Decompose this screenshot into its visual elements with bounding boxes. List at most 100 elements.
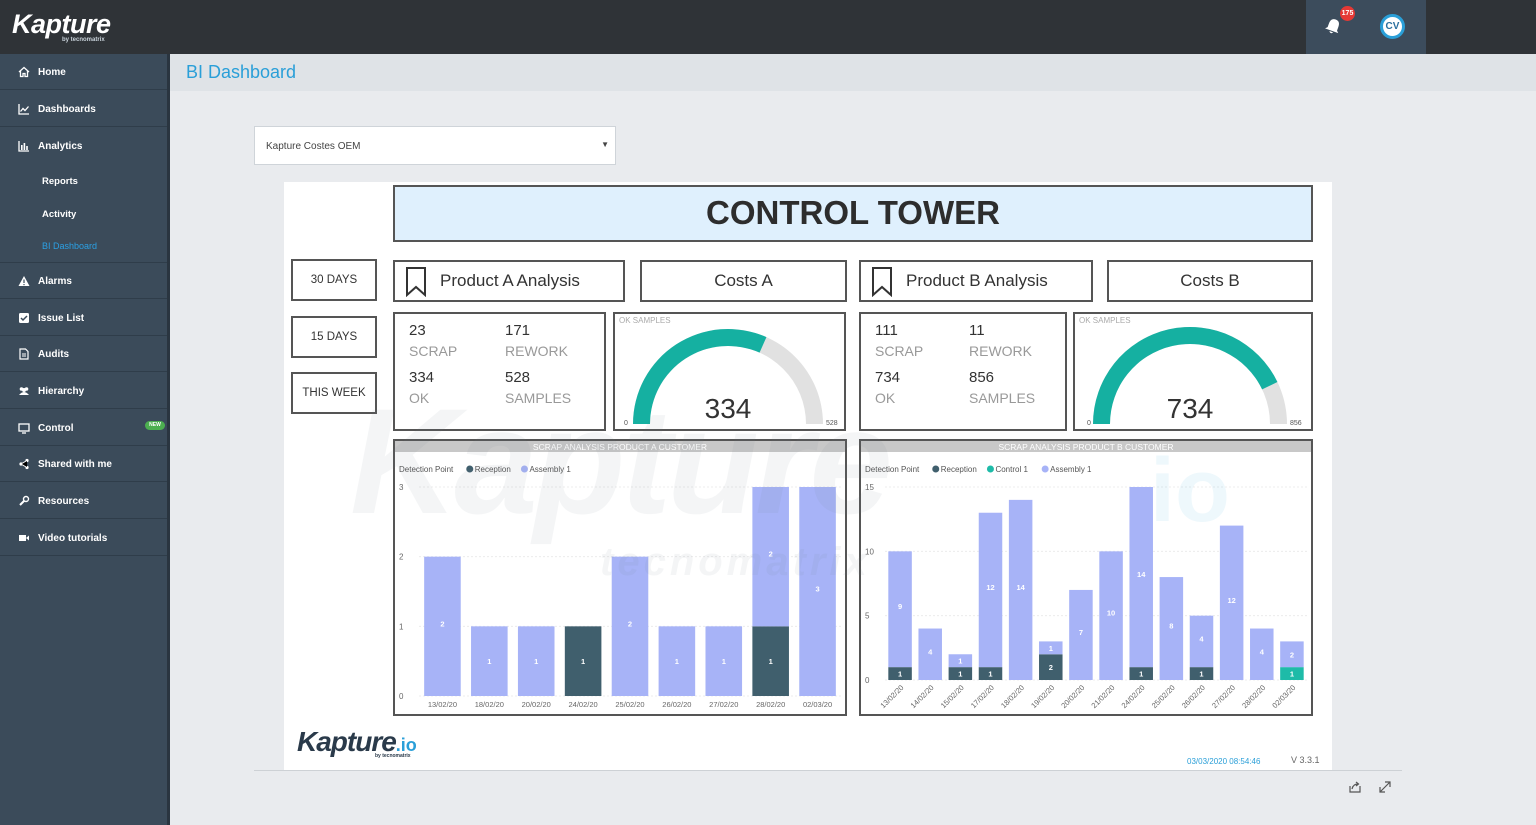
x-tick-label: 19/02/20 bbox=[1029, 683, 1056, 710]
sidebar-item-issue-list[interactable]: Issue List bbox=[0, 300, 167, 336]
data-label: 1 bbox=[769, 657, 773, 666]
x-tick-label: 20/02/20 bbox=[1059, 683, 1086, 710]
sidebar-item-dashboards[interactable]: Dashboards bbox=[0, 91, 167, 127]
data-label: 2 bbox=[440, 619, 444, 628]
product-a-analysis-button[interactable]: Product A Analysis bbox=[393, 260, 625, 302]
data-label: 1 bbox=[988, 670, 992, 679]
sidebar-item-label: Video tutorials bbox=[38, 533, 108, 544]
legend-entry: Control 1 bbox=[995, 465, 1028, 474]
costs-a-button[interactable]: Costs A bbox=[640, 260, 847, 302]
sidebar-item-shared-with-me[interactable]: Shared with me bbox=[0, 446, 167, 482]
share-icon[interactable] bbox=[1348, 780, 1362, 794]
x-tick-label: 21/02/20 bbox=[1089, 683, 1116, 710]
x-tick-label: 20/02/20 bbox=[522, 700, 551, 709]
sidebar-item-video-tutorials[interactable]: Video tutorials bbox=[0, 520, 167, 556]
bar-assembly-1 bbox=[517, 626, 555, 696]
samples-value: 856 bbox=[969, 369, 995, 386]
gauge-value: 734 bbox=[1167, 393, 1214, 424]
x-tick-label: 15/02/20 bbox=[939, 683, 966, 710]
data-label: 2 bbox=[628, 619, 632, 628]
x-tick-label: 24/02/20 bbox=[1120, 683, 1147, 710]
gauge-max: 528 bbox=[826, 420, 838, 427]
filter-this-week-button[interactable]: THIS WEEK bbox=[291, 372, 377, 414]
scrap-chart-b-svg: SCRAP ANALYSIS PRODUCT B CUSTOMER Detecti… bbox=[861, 441, 1311, 710]
bar-reception bbox=[1189, 667, 1214, 680]
app-logo[interactable]: Kapture by tecnomatrix bbox=[12, 9, 111, 43]
data-label: 1 bbox=[898, 670, 902, 679]
sidebar-item-alarms[interactable]: Alarms bbox=[0, 263, 167, 299]
monitor-icon bbox=[18, 423, 30, 434]
filter-15-days-button[interactable]: 15 DAYS bbox=[291, 316, 377, 358]
report-title: CONTROL TOWER bbox=[393, 185, 1313, 242]
y-tick-label: 0 bbox=[399, 692, 404, 701]
sidebar-item-hierarchy[interactable]: Hierarchy bbox=[0, 373, 167, 409]
report-select[interactable]: Kapture Costes OEM ▼ bbox=[254, 126, 616, 165]
x-tick-label: 02/03/20 bbox=[1270, 683, 1297, 710]
bar-assembly-1 bbox=[471, 626, 508, 696]
sidebar-item-home[interactable]: Home bbox=[0, 54, 167, 90]
product-b-analysis-button[interactable]: Product B Analysis bbox=[859, 260, 1093, 302]
bar-control-1 bbox=[1280, 667, 1304, 680]
sidebar-item-analytics[interactable]: Analytics bbox=[0, 128, 167, 263]
bookmark-icon bbox=[872, 267, 892, 297]
product-b-header-label: Product B Analysis bbox=[906, 271, 1048, 290]
data-label: 2 bbox=[1290, 650, 1294, 659]
legend-entry: Assembly 1 bbox=[1050, 465, 1092, 474]
sidebar-item-label: Resources bbox=[38, 496, 90, 507]
ok-label: OK bbox=[875, 390, 896, 406]
user-avatar[interactable]: CV bbox=[1380, 14, 1405, 39]
ok-value: 334 bbox=[409, 369, 435, 386]
sidebar-item-audits[interactable]: Audits bbox=[0, 336, 167, 372]
data-label: 1 bbox=[1290, 670, 1294, 679]
filter-30-days-button[interactable]: 30 DAYS bbox=[291, 259, 377, 301]
bar-assembly-1 bbox=[752, 487, 789, 627]
y-tick-label: 10 bbox=[865, 547, 874, 556]
samples-label: SAMPLES bbox=[969, 390, 1036, 406]
bar-assembly-1 bbox=[1039, 641, 1063, 655]
sidebar-item-resources[interactable]: Resources bbox=[0, 483, 167, 519]
sidebar-item-control[interactable]: Control bbox=[0, 410, 167, 446]
x-tick-label: 28/02/20 bbox=[1240, 683, 1267, 710]
bar-assembly-1 bbox=[1219, 525, 1244, 680]
sidebar-item-label: Shared with me bbox=[38, 459, 112, 470]
legend-swatch bbox=[520, 465, 528, 473]
sidebar-subitem-bi-dashboard[interactable]: BI Dashboard bbox=[42, 241, 98, 251]
data-label: 2 bbox=[1049, 663, 1053, 672]
share-icon bbox=[19, 458, 29, 470]
notification-count-badge: 175 bbox=[1340, 6, 1355, 21]
video-icon bbox=[19, 535, 29, 541]
bell-icon bbox=[1325, 19, 1339, 34]
y-tick-label: 5 bbox=[865, 612, 870, 621]
x-tick-label: 17/02/20 bbox=[969, 683, 996, 710]
data-label: 12 bbox=[1227, 596, 1235, 605]
scrap-label: SCRAP bbox=[409, 343, 458, 359]
data-label: 9 bbox=[898, 602, 902, 611]
x-tick-label: 18/02/20 bbox=[999, 683, 1026, 710]
bookmark-icon bbox=[406, 267, 426, 297]
rework-label: REWORK bbox=[505, 343, 568, 359]
scrap-chart-a-svg: SCRAP ANALYSIS PRODUCT A CUSTOMER Detecti… bbox=[395, 441, 845, 709]
fullscreen-icon[interactable] bbox=[1378, 780, 1392, 794]
x-tick-label: 13/02/20 bbox=[428, 700, 457, 709]
sidebar-subitem-reports[interactable]: Reports bbox=[42, 176, 78, 187]
bar-assembly-1 bbox=[888, 551, 912, 668]
x-tick-label: 26/02/20 bbox=[662, 700, 691, 709]
line-chart-icon bbox=[18, 104, 29, 115]
bar-assembly-1 bbox=[948, 654, 973, 668]
warning-icon bbox=[18, 276, 30, 286]
y-tick-label: 0 bbox=[865, 676, 870, 685]
costs-b-button[interactable]: Costs B bbox=[1107, 260, 1313, 302]
y-tick-label: 1 bbox=[399, 622, 404, 631]
bar-reception bbox=[978, 667, 1003, 680]
gauge-label: OK SAMPLES bbox=[619, 316, 671, 325]
gauge-fill bbox=[1093, 327, 1278, 424]
report-logo: Kapture.io by tecnomatrix bbox=[297, 726, 417, 759]
bar-assembly-1 bbox=[1099, 551, 1123, 680]
chart-title-bar bbox=[395, 441, 845, 452]
data-label: 1 bbox=[581, 657, 585, 666]
bar-assembly-1 bbox=[1069, 589, 1093, 680]
top-bar bbox=[0, 0, 1536, 54]
sidebar-subitem-activity[interactable]: Activity bbox=[42, 209, 77, 220]
product-a-kpi-card: 23 SCRAP 171 REWORK 334 OK 528 SAMPLES bbox=[393, 312, 606, 431]
y-tick-label: 15 bbox=[865, 483, 874, 492]
